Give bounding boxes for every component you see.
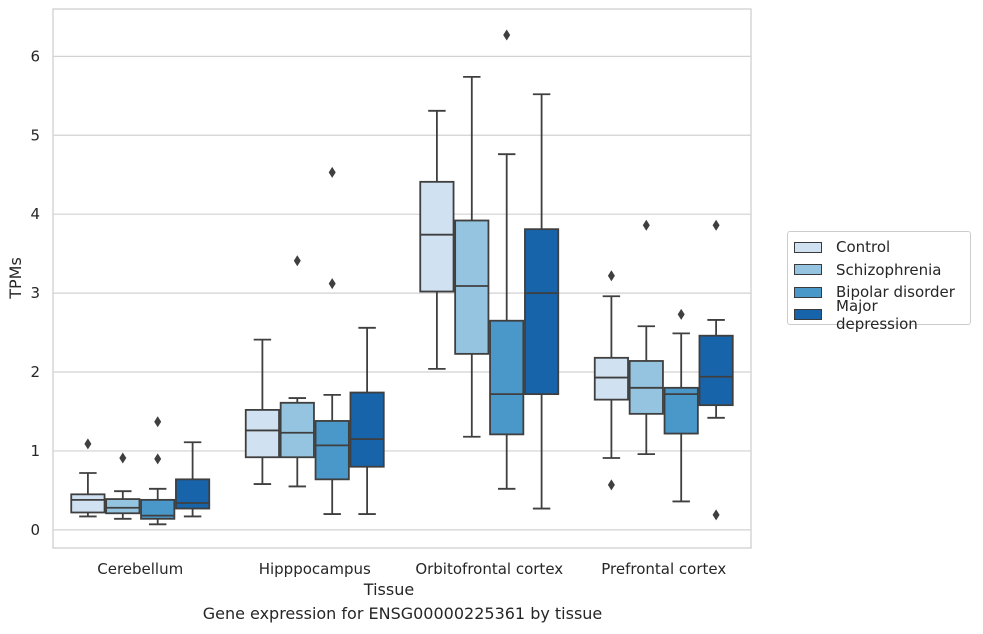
box-iqr [279, 401, 315, 459]
outlier-point [712, 509, 720, 521]
legend-label: Bipolar disorder [836, 283, 955, 302]
legend-swatch [794, 286, 822, 298]
legend-label: Major depression [836, 296, 918, 333]
box [698, 219, 734, 521]
x-tick-label: Hipppocampus [259, 560, 371, 578]
outlier-point [119, 452, 127, 464]
legend-item: Schizophrenia [794, 259, 964, 282]
box-iqr [244, 408, 280, 459]
outlier-point [293, 255, 301, 267]
box-iqr [419, 180, 455, 293]
box [244, 338, 280, 485]
y-axis-label: TPMs [6, 257, 25, 300]
y-tick-label: 2 [30, 363, 40, 381]
box [314, 166, 350, 515]
x-axis-label: Tissue [363, 580, 414, 599]
outlier-point [154, 453, 162, 465]
legend-item: Bipolar disorder [794, 281, 964, 304]
box [628, 219, 664, 455]
legend-item: Major depression [794, 297, 964, 333]
x-tick-label: Orbitofrontal cortex [415, 560, 563, 578]
outlier-point [328, 278, 336, 290]
box [70, 438, 106, 518]
boxes [70, 29, 734, 526]
y-tick-label: 5 [30, 126, 40, 144]
box [349, 326, 385, 515]
box-iqr [593, 356, 629, 401]
plot-area [52, 8, 752, 549]
box-iqr [454, 219, 490, 355]
legend-label: Control [836, 238, 891, 257]
box [279, 255, 315, 488]
box-iqr [489, 319, 525, 436]
box-iqr [70, 493, 106, 514]
outlier-point [328, 166, 336, 178]
box [593, 270, 629, 491]
box [105, 452, 141, 520]
box [454, 75, 490, 438]
box [140, 416, 176, 526]
y-tick-label: 3 [30, 284, 40, 302]
box-iqr [175, 478, 211, 510]
figure-caption: Gene expression for ENSG00000225361 by t… [202, 604, 603, 623]
box [175, 441, 211, 518]
box-iqr [314, 420, 350, 481]
box [663, 308, 699, 503]
box-iqr [663, 386, 699, 435]
outlier-point [607, 479, 615, 491]
legend: Control Schizophrenia Bipolar disorder Majo… [787, 231, 971, 333]
box-iqr [698, 334, 734, 407]
outlier-point [154, 416, 162, 428]
box [524, 93, 560, 510]
outlier-point [712, 219, 720, 231]
outlier-point [677, 308, 685, 320]
box-iqr [140, 498, 176, 520]
legend-item: Control [794, 236, 964, 259]
outlier-point [84, 438, 92, 450]
x-tick-label: Cerebellum [97, 560, 183, 578]
x-tick-label: Prefrontal cortex [601, 560, 726, 578]
y-tick-label: 6 [30, 47, 40, 65]
outlier-point [642, 219, 650, 231]
box-iqr [105, 498, 141, 515]
grid-lines [53, 55, 751, 531]
y-tick-label: 1 [30, 442, 40, 460]
legend-label: Schizophrenia [836, 260, 942, 279]
box-iqr [524, 228, 560, 396]
box-iqr [349, 391, 385, 468]
legend-swatch [794, 309, 822, 321]
x-tick-labels: Cerebellum Hipppocampus Orbitofrontal cort… [97, 560, 726, 578]
box [419, 109, 455, 370]
y-tick-label: 0 [30, 521, 40, 539]
box [489, 29, 525, 490]
legend-swatch [794, 264, 822, 276]
outlier-point [607, 270, 615, 282]
legend-swatch [794, 241, 822, 253]
y-tick-labels: 0 1 2 3 4 5 6 [30, 47, 40, 538]
y-tick-label: 4 [30, 205, 40, 223]
outlier-point [503, 29, 511, 41]
